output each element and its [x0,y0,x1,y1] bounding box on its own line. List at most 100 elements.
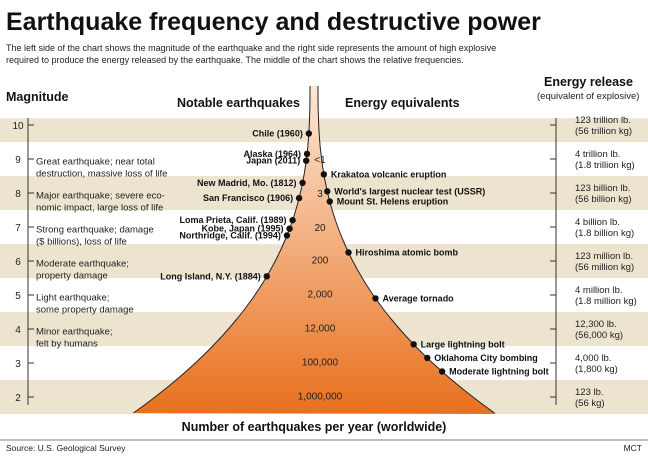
energy-release-label: 4,000 lb. [575,353,611,364]
energy-equivalents-header: Energy equivalents [345,96,460,110]
magnitude-description: Strong earthquake; damage [36,225,154,236]
energy-equivalent-dot [320,171,328,178]
frequency-label: <1 [314,155,326,166]
bottom-title: Number of earthquakes per year (worldwid… [182,420,447,434]
notable-quake-dot [305,130,313,137]
notable-quake-label: Long Island, N.Y. (1884) [160,271,261,281]
frequency-label: 1,000,000 [298,391,343,402]
notable-quake-label: Loma Prieta, Calif. (1989) [180,215,287,225]
magnitude-description: Moderate earthquake; [36,259,129,270]
magnitude-description: Major earthquake; severe eco- [36,191,165,202]
energy-equivalent-label: Hiroshima atomic bomb [356,248,459,258]
energy-release-label: 123 trillion lb. [575,115,631,126]
energy-release-label: 4 billion lb. [575,217,620,228]
magnitude-description: property damage [36,271,108,282]
notable-quake-label: Chile (1960) [252,129,303,139]
notable-quake-label: Kobe, Japan (1995) [202,224,284,234]
energy-release-label: (56 trillion kg) [575,126,632,137]
notable-quake-dot [283,232,291,239]
notable-quake-dot [303,157,310,164]
magnitude-tick-label: 6 [15,257,21,268]
energy-release-values: 123 trillion lb.(56 trillion kg) 4 trilli… [550,115,637,409]
energy-release-label: 123 billion lb. [575,183,630,194]
energy-equivalent-label: Average tornado [383,293,455,303]
magnitude-description: Great earthquake; near total [36,157,155,168]
magnitude-description: felt by humans [36,339,98,350]
energy-equivalent-dot [410,341,417,348]
energy-release-label: 123 lb. [575,387,604,398]
credit-note: MCT [624,443,642,453]
magnitude-tick-label: 4 [15,325,21,336]
energy-equivalent-label: Oklahoma City bombing [434,353,538,363]
magnitude-header: Magnitude [6,90,69,104]
energy-release-subheader: (equivalent of explosive) [537,91,639,102]
energy-equivalent-label: Large lightning bolt [421,339,505,349]
frequency-label: 3 [317,189,323,200]
magnitude-tick-label: 9 [15,155,21,166]
energy-equivalent-dot [372,295,379,302]
energy-release-label: (56,000 kg) [575,330,623,341]
frequency-label: 20 [314,223,326,234]
magnitude-tick-label: 2 [15,393,21,404]
magnitude-tick-label: 7 [15,223,21,234]
energy-release-label: (1.8 million kg) [575,296,637,307]
energy-release-label: (1.8 billion kg) [575,228,634,239]
energy-release-label: (56 kg) [575,398,605,409]
energy-equivalent-label: Moderate lightning bolt [449,367,549,377]
energy-equivalent-label: World's largest nuclear test (USSR) [334,186,485,196]
magnitude-ticks: 2 3 4 5 6 7 8 9 10 [12,121,34,404]
frequency-label: 100,000 [302,357,339,368]
notable-quake-label: Japan (2011) [246,156,300,166]
energy-release-label: 4 million lb. [575,285,623,296]
energy-equivalent-dot [324,188,331,195]
notable-earthquakes: Chile (1960) Alaska (1964)Japan (2011) New… [160,129,313,281]
notable-quake-dot [295,194,303,202]
notable-quake-dot [286,225,293,232]
energy-equivalent-dot [424,354,431,362]
energy-release-header: Energy release [544,75,633,89]
frequency-labels: 1,000,000 100,000 12,000 2,000 200 20 3 <1 [298,155,343,402]
magnitude-description: destruction, massive loss of life [36,169,167,180]
magnitude-description: Light earthquake; [36,293,109,304]
notable-quake-label: Alaska (1964) [243,149,301,159]
frequency-label: 12,000 [305,323,336,334]
energy-release-label: (1.8 trillion kg) [575,160,635,171]
notable-quake-dot [299,179,306,186]
frequency-funnel [133,86,496,414]
subtitle-line-2: required to produce the energy released … [6,55,464,65]
magnitude-description: nomic impact, large loss of life [36,203,163,214]
notable-quake-dot [289,217,296,224]
magnitude-descriptions: Minor earthquake;felt by humans Light ear… [36,157,167,350]
energy-equivalent-dot [326,198,333,205]
energy-release-label: (56 billion kg) [575,194,632,205]
notable-quake-label: New Madrid, Mo. (1812) [197,178,297,188]
energy-equivalent-label: Krakatoa volcanic eruption [331,169,447,179]
energy-release-label: (1,800 kg) [575,364,618,375]
magnitude-description: some property damage [36,305,134,316]
energy-release-label: 4 trillion lb. [575,149,620,160]
energy-equivalent-dot [345,249,352,256]
magnitude-description: Minor earthquake; [36,327,113,338]
energy-equivalent-dot [438,368,446,375]
energy-release-label: 12,300 lb. [575,319,617,330]
magnitude-tick-label: 8 [15,189,21,200]
magnitude-tick-label: 10 [12,121,24,132]
frequency-label: 200 [312,255,329,266]
notable-quake-label: Northridge, Calif. (1994) [179,231,281,241]
energy-release-label: 123 million lb. [575,251,633,262]
chart-title: Earthquake frequency and destructive pow… [6,8,541,36]
magnitude-description: ($ billions), loss of life [36,237,127,248]
notable-quake-dot [303,150,311,158]
frequency-label: 2,000 [307,289,332,300]
notable-quake-dot [263,273,270,280]
band-4 [0,118,648,142]
source-note: Source: U.S. Geological Survey [6,443,126,453]
magnitude-tick-label: 3 [15,359,21,370]
subtitle-line-1: The left side of the chart shows the mag… [6,43,496,53]
energy-equivalents: Krakatoa volcanic eruption World's larges… [320,169,549,377]
notable-earthquakes-header: Notable earthquakes [177,96,300,110]
energy-equivalent-label: Mount St. Helens eruption [337,197,449,207]
energy-release-label: (56 million kg) [575,262,634,273]
magnitude-tick-label: 5 [15,291,21,302]
